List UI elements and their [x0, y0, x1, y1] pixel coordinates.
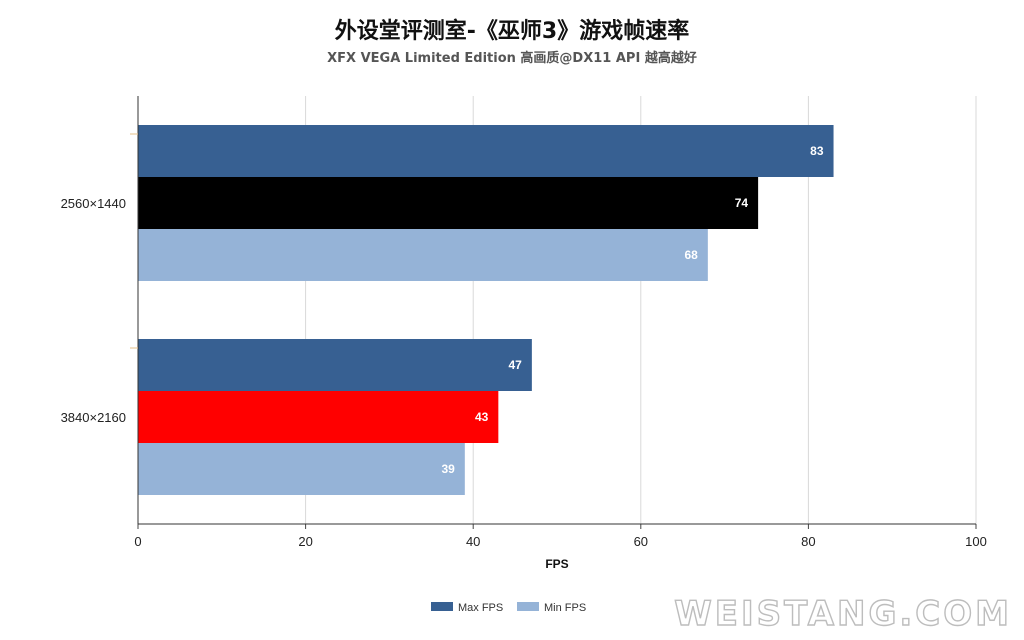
data-label: 43: [475, 410, 489, 424]
data-label: 39: [441, 462, 455, 476]
bar: [138, 391, 499, 443]
x-axis-title: FPS: [545, 557, 568, 571]
chart-subtitle: XFX VEGA Limited Edition 高画质@DX11 API 越高…: [327, 50, 697, 66]
data-label: 47: [509, 358, 523, 372]
legend-swatch: [431, 602, 453, 611]
bar: [138, 125, 834, 177]
watermark: WEISTANG.COM: [674, 593, 1012, 634]
bar: [138, 177, 759, 229]
legend-swatch: [517, 602, 539, 611]
axes: 0 20 40 60 80 100 2560×1440 3840×2160: [61, 96, 987, 549]
data-label: 68: [684, 248, 698, 262]
legend-label: Min FPS: [544, 602, 586, 614]
category-label: 2560×1440: [61, 196, 126, 211]
data-label: 83: [810, 144, 824, 158]
x-tick-label: 0: [134, 534, 141, 549]
x-tick-label: 100: [965, 534, 987, 549]
x-tick-label: 20: [298, 534, 312, 549]
x-tick-label: 80: [801, 534, 815, 549]
chart-title: 外设堂评测室-《巫师3》游戏帧速率: [335, 18, 689, 44]
bar: [138, 339, 532, 391]
x-tick-label: 40: [466, 534, 480, 549]
data-label: 74: [735, 196, 749, 210]
bars: 83 74 68 47 43 39: [138, 125, 834, 495]
legend: Max FPS Min FPS: [431, 602, 586, 614]
bar: [138, 229, 708, 281]
bar: [138, 443, 465, 495]
category-label: 3840×2160: [61, 410, 126, 425]
x-tick-label: 60: [634, 534, 648, 549]
legend-label: Max FPS: [458, 602, 503, 614]
